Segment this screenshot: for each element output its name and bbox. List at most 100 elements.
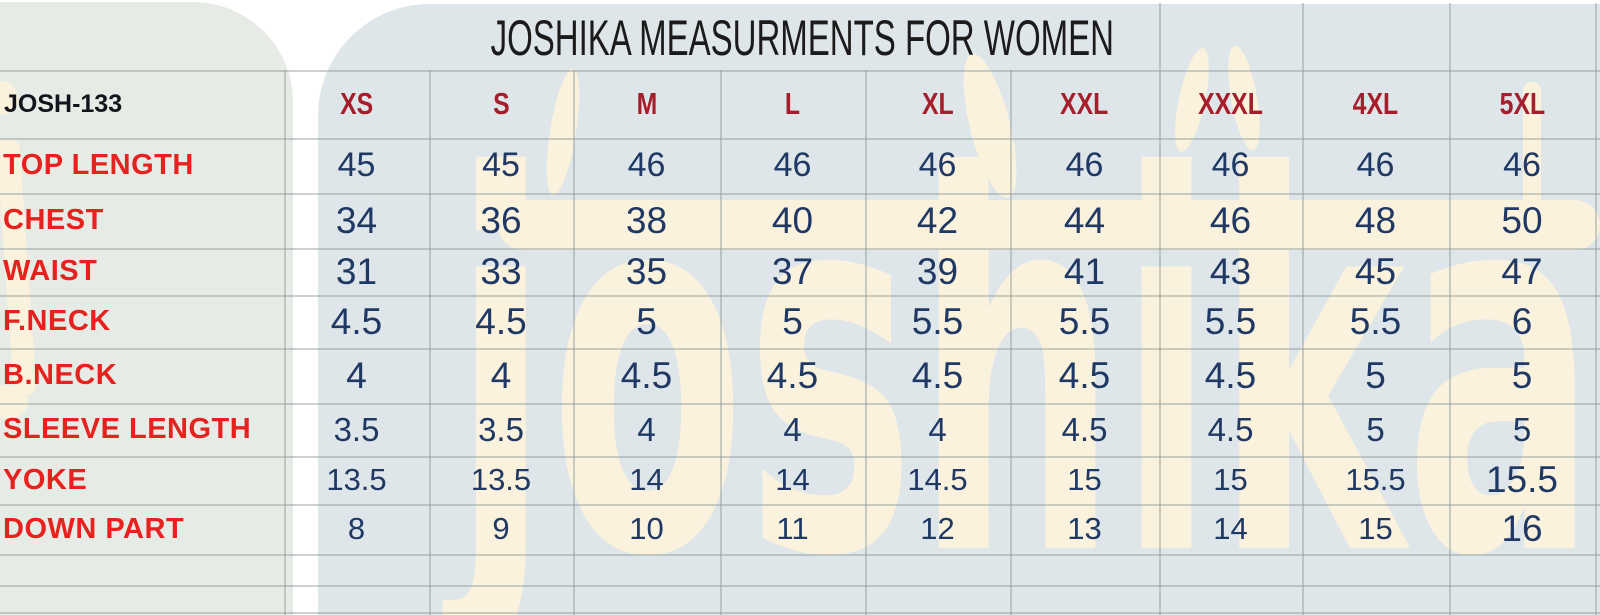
value-cell: 31	[335, 251, 378, 292]
value-cell: 45	[482, 146, 520, 184]
grid-line-vertical	[1449, 3, 1451, 615]
value-cell: 46	[918, 146, 957, 184]
grid-line-vertical	[865, 70, 867, 615]
value-cell: 14	[1213, 511, 1248, 546]
value-cell: 5.5	[1349, 301, 1402, 342]
measurement-label: TOP LENGTH	[3, 149, 194, 181]
value-cell: 46	[1503, 146, 1541, 184]
grid-line-vertical	[720, 70, 722, 615]
value-cell: 5	[636, 301, 657, 342]
grid-line-vertical	[1302, 3, 1304, 615]
value-cell: 5.5	[1058, 301, 1111, 342]
grid-line-vertical	[284, 70, 286, 615]
size-header-4xl: 4XL	[1302, 70, 1449, 138]
value-cell: 45	[1354, 251, 1397, 292]
size-header-text: XXL	[1060, 86, 1109, 121]
size-header-5xl: 5XL	[1449, 70, 1595, 138]
size-header-text: M	[636, 86, 657, 121]
grid-line-horizontal	[0, 70, 1600, 72]
value-cell: 5	[1366, 411, 1385, 448]
value-cell: 41	[1063, 251, 1106, 292]
value-cell: 4.5	[766, 355, 819, 396]
value-cell: 45	[337, 146, 376, 184]
value-cell: 9	[492, 511, 510, 546]
value-cell: 46	[1065, 146, 1104, 184]
grid-line-vertical	[1595, 3, 1597, 615]
value-cell: 13.5	[326, 462, 387, 497]
value-cell: 14	[775, 462, 810, 497]
grid-line-horizontal	[0, 295, 1600, 297]
watermark-text: joshika	[439, 71, 1597, 615]
size-header-m: M	[573, 70, 720, 138]
grid-line-horizontal	[0, 138, 1600, 140]
value-cell: 44	[1063, 200, 1106, 241]
value-cell: 42	[916, 200, 959, 241]
value-cell: 38	[625, 200, 668, 241]
value-cell: 39	[916, 251, 959, 292]
value-cell: 8	[347, 511, 366, 546]
value-cell: 5	[1365, 355, 1386, 396]
grid-line-vertical	[1159, 3, 1161, 615]
watermark-leaf-ornaments	[546, 45, 1541, 208]
size-header-text: XL	[921, 86, 954, 121]
value-cell: 4.5	[911, 355, 964, 396]
measurement-label: B.NECK	[3, 359, 118, 391]
watermark-left-letter-fragment	[0, 81, 37, 419]
size-header-l: L	[720, 70, 865, 138]
grid-line-horizontal	[0, 348, 1600, 350]
value-cell: 10	[629, 511, 664, 546]
value-cell: 46	[1209, 200, 1252, 241]
value-cell: 50	[1501, 200, 1543, 241]
value-cell: 36	[480, 200, 522, 241]
measurement-label: WAIST	[3, 255, 98, 287]
grid-line-horizontal	[0, 193, 1600, 195]
value-cell: 6	[1511, 301, 1533, 342]
value-cell: 40	[771, 200, 814, 241]
measurement-label: DOWN PART	[3, 513, 185, 545]
value-cell: 4	[490, 355, 512, 396]
value-cell: 15	[1213, 462, 1248, 497]
grid-line-horizontal	[0, 456, 1600, 458]
size-header-text: XXXL	[1198, 86, 1263, 121]
value-cell: 4.5	[330, 301, 383, 342]
value-cell: 12	[920, 511, 955, 546]
grid-line-horizontal	[0, 554, 1600, 556]
grid-line-vertical	[573, 70, 575, 615]
value-cell: 34	[335, 200, 378, 241]
value-cell: 14.5	[907, 462, 968, 497]
value-cell: 3.5	[478, 411, 524, 448]
value-cell: 4.5	[620, 355, 673, 396]
value-cell: 4	[783, 411, 802, 448]
value-cell: 5	[1512, 411, 1532, 448]
value-cell: 13.5	[470, 462, 532, 497]
value-cell: 4.5	[1204, 355, 1257, 396]
sheet-title: JOSHIKA MEASURMENTS FOR WOMEN	[330, 12, 1114, 64]
size-header-xxl: XXL	[1010, 70, 1159, 138]
value-cell: 4.5	[1058, 355, 1111, 396]
green-panel-background	[0, 2, 293, 615]
measurement-label: F.NECK	[3, 305, 111, 337]
grid-line-horizontal	[0, 248, 1600, 250]
grid-line-vertical	[1010, 70, 1012, 615]
size-header-xl: XL	[865, 70, 1010, 138]
value-cell: 3.5	[333, 411, 380, 448]
grid-line-vertical	[429, 70, 431, 615]
size-header-s: S	[429, 70, 573, 138]
grid-line-horizontal	[0, 504, 1600, 506]
size-header-xxxl: XXXL	[1159, 70, 1302, 138]
blue-panel-background	[318, 4, 1600, 615]
value-cell: 37	[771, 251, 814, 292]
value-cell: 4.5	[1061, 411, 1108, 448]
value-cell: 15	[1358, 511, 1393, 546]
sheet-title-text: JOSHIKA MEASURMENTS FOR WOMEN	[490, 10, 1114, 66]
value-cell: 16	[1501, 508, 1543, 549]
value-cell: 4	[637, 411, 656, 448]
size-header-text: 4XL	[1352, 86, 1399, 121]
value-cell: 4.5	[475, 301, 527, 342]
value-cell: 5	[1511, 355, 1533, 396]
value-cell: 47	[1501, 251, 1543, 292]
grid-line-horizontal	[0, 585, 1600, 587]
grid-line-horizontal	[0, 612, 1600, 614]
